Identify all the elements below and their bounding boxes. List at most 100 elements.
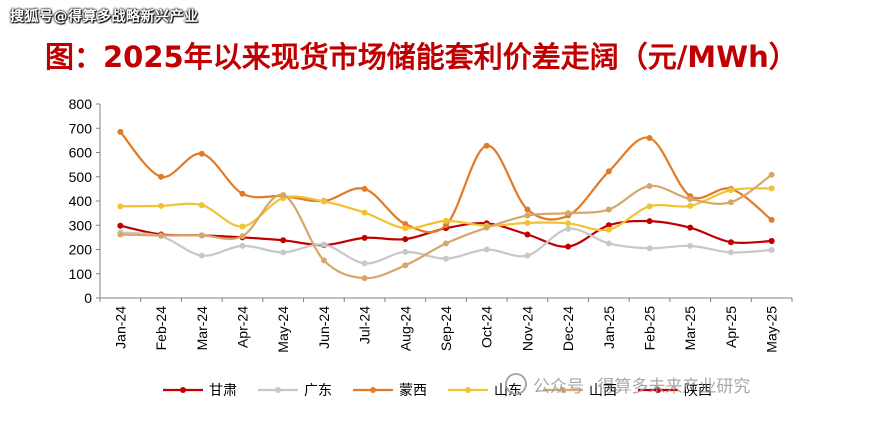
data-point <box>320 257 327 264</box>
data-point <box>687 202 694 209</box>
data-point <box>443 222 449 229</box>
x-tick-label: Aug-24 <box>397 306 413 351</box>
data-point <box>727 239 734 246</box>
data-point <box>320 241 327 248</box>
data-point <box>361 234 368 241</box>
data-point <box>646 245 653 252</box>
y-tick-label: 400 <box>69 193 93 209</box>
data-point <box>524 219 531 226</box>
data-point <box>524 212 531 219</box>
data-point <box>483 224 490 231</box>
data-point <box>198 150 205 157</box>
data-point <box>158 232 165 239</box>
data-point <box>727 249 734 256</box>
data-point <box>198 252 205 259</box>
data-point <box>483 246 490 253</box>
x-tick-label: Feb-25 <box>642 306 658 351</box>
x-tick-label: Jun-24 <box>316 306 332 349</box>
data-point <box>198 232 205 239</box>
series-3 <box>117 185 775 233</box>
data-point <box>768 171 775 178</box>
data-point <box>361 260 368 267</box>
series-2 <box>117 128 775 234</box>
legend-item: 蒙西 <box>353 383 427 399</box>
legend-marker <box>180 387 186 393</box>
x-tick-label: Sep-24 <box>438 306 454 351</box>
series-4 <box>117 171 775 282</box>
legend-marker <box>560 387 566 393</box>
source-watermark: 搜狐号@得算多战略新兴产业 <box>10 9 199 25</box>
data-point <box>443 255 449 262</box>
y-tick-label: 800 <box>69 96 93 112</box>
data-point <box>565 210 572 217</box>
y-tick-label: 100 <box>69 266 93 282</box>
data-point <box>117 222 124 229</box>
data-point <box>361 185 368 192</box>
data-point <box>402 236 409 243</box>
data-point <box>687 242 694 249</box>
data-point <box>239 233 246 240</box>
x-tick-label: Mar-24 <box>194 306 210 351</box>
legend-marker <box>655 387 661 393</box>
data-point <box>727 187 734 194</box>
series-line <box>119 131 773 234</box>
data-point <box>483 142 490 149</box>
data-point <box>605 168 612 175</box>
data-point <box>524 231 531 238</box>
data-point <box>117 231 124 238</box>
data-point <box>443 217 449 224</box>
data-point <box>768 216 775 223</box>
x-tick-label: Dec-24 <box>560 306 576 351</box>
data-point <box>605 240 612 247</box>
data-point <box>687 224 694 231</box>
data-point <box>239 223 246 230</box>
y-tick-label: 700 <box>69 120 93 136</box>
series-1 <box>117 225 775 267</box>
legend-marker <box>370 387 376 393</box>
legend-label: 陕西 <box>684 383 712 399</box>
y-tick-label: 200 <box>69 242 93 258</box>
x-tick-label: Apr-25 <box>723 306 739 348</box>
legend-item: 山西 <box>543 383 617 399</box>
legend-marker <box>465 387 471 393</box>
data-point <box>158 202 165 209</box>
y-axis-ticks: 0 100 200 300 400 500 600 700 800 <box>69 96 100 306</box>
data-point <box>443 240 449 247</box>
y-tick-label: 600 <box>69 145 93 161</box>
data-point <box>768 238 775 245</box>
data-point <box>524 252 531 259</box>
y-tick-label: 0 <box>84 290 92 306</box>
data-point <box>768 246 775 253</box>
x-tick-label: Mar-25 <box>682 306 698 351</box>
data-point <box>402 225 409 232</box>
data-point <box>280 191 287 198</box>
legend-label: 广东 <box>304 383 332 399</box>
data-point <box>605 222 612 229</box>
data-point <box>402 221 409 228</box>
x-tick-label: May-24 <box>275 306 291 353</box>
legend: 甘肃 广东 蒙西 山东 山西 陕西 <box>163 383 712 399</box>
legend-marker <box>275 387 281 393</box>
y-tick-label: 300 <box>69 217 93 233</box>
y-tick-label: 500 <box>69 169 93 185</box>
data-point <box>320 198 327 205</box>
footer-name: 得算多未来产业研究 <box>597 377 751 397</box>
data-point <box>117 128 124 135</box>
data-point <box>727 199 734 206</box>
data-point <box>280 237 287 244</box>
data-point <box>361 209 368 216</box>
x-tick-label: Jan-25 <box>601 306 617 349</box>
data-point <box>361 275 368 282</box>
data-point <box>605 226 612 233</box>
legend-item: 甘肃 <box>163 383 237 399</box>
data-point <box>646 218 653 225</box>
data-point <box>402 248 409 255</box>
data-point <box>565 225 572 232</box>
x-tick-label: Jan-24 <box>112 306 128 349</box>
data-point <box>646 203 653 210</box>
data-point <box>158 173 165 180</box>
data-point <box>239 242 246 249</box>
x-tick-label: Oct-24 <box>479 306 495 348</box>
data-point <box>565 243 572 250</box>
